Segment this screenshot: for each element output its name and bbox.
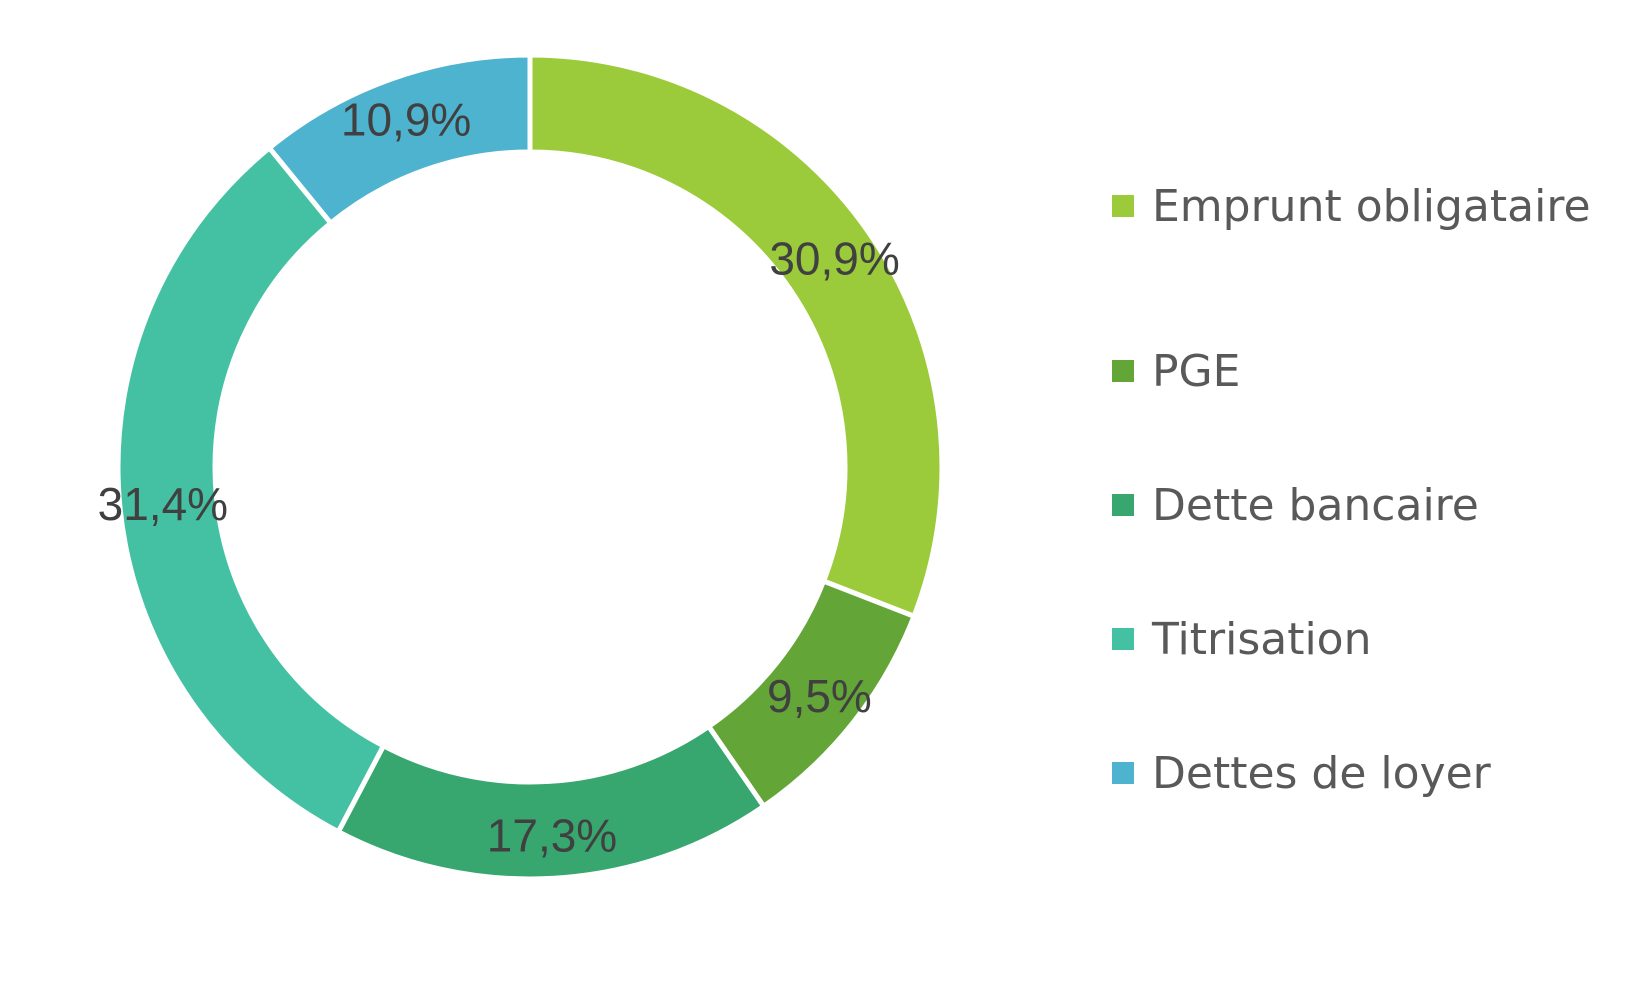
donut-slice-titrisation[interactable] xyxy=(115,144,387,836)
legend-item-dettes-de-loyer[interactable]: Dettes de loyer xyxy=(1112,706,1591,840)
legend-swatch-dettes-de-loyer xyxy=(1112,762,1134,784)
legend-item-pge[interactable]: PGE xyxy=(1112,304,1591,438)
legend-label-dette-bancaire: Dette bancaire xyxy=(1152,479,1479,531)
data-label-titrisation: 31,4% xyxy=(98,478,228,530)
legend-swatch-titrisation xyxy=(1112,628,1134,650)
donut-slice-emprunt-obligataire[interactable] xyxy=(527,52,945,620)
legend-item-dette-bancaire[interactable]: Dette bancaire xyxy=(1112,438,1591,572)
data-label-emprunt-obligataire: 30,9% xyxy=(769,233,899,285)
legend-swatch-pge xyxy=(1112,360,1134,382)
legend-label-titrisation: Titrisation xyxy=(1152,613,1372,665)
donut-slices xyxy=(115,52,945,882)
legend-swatch-dette-bancaire xyxy=(1112,494,1134,516)
data-label-pge: 9,5% xyxy=(767,670,872,722)
data-label-dette-bancaire: 17,3% xyxy=(487,809,617,861)
donut-data-labels: 30,9% 9,5% 17,3% 31,4% 10,9% xyxy=(98,93,900,861)
data-label-dettes-de-loyer: 10,9% xyxy=(341,93,471,145)
legend-item-emprunt-obligataire[interactable]: Emprunt obligataire xyxy=(1112,170,1591,242)
legend-swatch-emprunt-obligataire xyxy=(1112,195,1134,217)
legend-label-pge: PGE xyxy=(1152,345,1241,397)
chart-legend: Emprunt obligataire PGE Dette bancaire T… xyxy=(1112,170,1591,840)
legend-label-dettes-de-loyer: Dettes de loyer xyxy=(1152,747,1491,799)
legend-label-emprunt-obligataire: Emprunt obligataire xyxy=(1152,180,1591,232)
legend-item-titrisation[interactable]: Titrisation xyxy=(1112,572,1591,706)
donut-slice-dettes-de-loyer[interactable] xyxy=(265,52,533,227)
